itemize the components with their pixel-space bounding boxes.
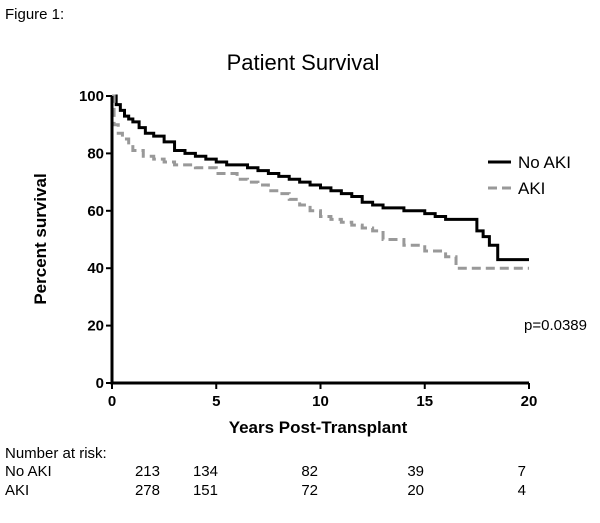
risk-cell: 151 (193, 482, 218, 499)
risk-cell: 39 (407, 463, 424, 480)
series-line-no-aki (112, 94, 529, 262)
risk-cell: 213 (135, 463, 160, 480)
x-tick-label: 5 (212, 393, 220, 410)
risk-row-label: No AKI (5, 463, 52, 480)
risk-row-label: AKI (5, 482, 29, 499)
risk-cell: 7 (518, 463, 526, 480)
risk-cell: 72 (301, 482, 318, 499)
legend-label: AKI (518, 179, 545, 198)
y-tick-label: 20 (87, 318, 104, 335)
x-tick-label: 15 (416, 393, 433, 410)
risk-table-title: Number at risk: (5, 445, 107, 462)
risk-cell: 134 (193, 463, 218, 480)
y-tick-label: 60 (87, 203, 104, 220)
y-tick-label: 80 (87, 145, 104, 162)
x-tick-label: 0 (108, 393, 116, 410)
y-tick-label: 0 (96, 375, 104, 392)
x-tick-label: 10 (312, 393, 329, 410)
x-axis-label: Years Post-Transplant (229, 418, 408, 437)
plot-area: 0 5 10 15 20 0 20 40 60 80 100 (79, 88, 537, 410)
y-tick-label: 100 (79, 88, 104, 105)
legend: No AKI AKI (488, 153, 571, 198)
series-line-aki (112, 94, 529, 270)
survival-curves (112, 94, 529, 270)
figure-label: Figure 1: (5, 6, 64, 23)
chart-title: Patient Survival (227, 50, 380, 75)
legend-label: No AKI (518, 153, 571, 172)
risk-cell: 278 (135, 482, 160, 499)
y-tick-label: 40 (87, 260, 104, 277)
y-axis-ticks: 0 20 40 60 80 100 (79, 88, 112, 392)
number-at-risk-table: Number at risk: No AKI 213 134 82 39 7 AKI 278 1… (5, 445, 526, 499)
p-value-annotation: p=0.0389 (524, 317, 587, 334)
x-tick-label: 20 (521, 393, 538, 410)
risk-cell: 20 (407, 482, 424, 499)
risk-cell: 4 (518, 482, 526, 499)
x-axis-ticks: 0 5 10 15 20 (108, 383, 538, 410)
y-axis-label: Percent survival (31, 173, 50, 304)
risk-cell: 82 (301, 463, 318, 480)
